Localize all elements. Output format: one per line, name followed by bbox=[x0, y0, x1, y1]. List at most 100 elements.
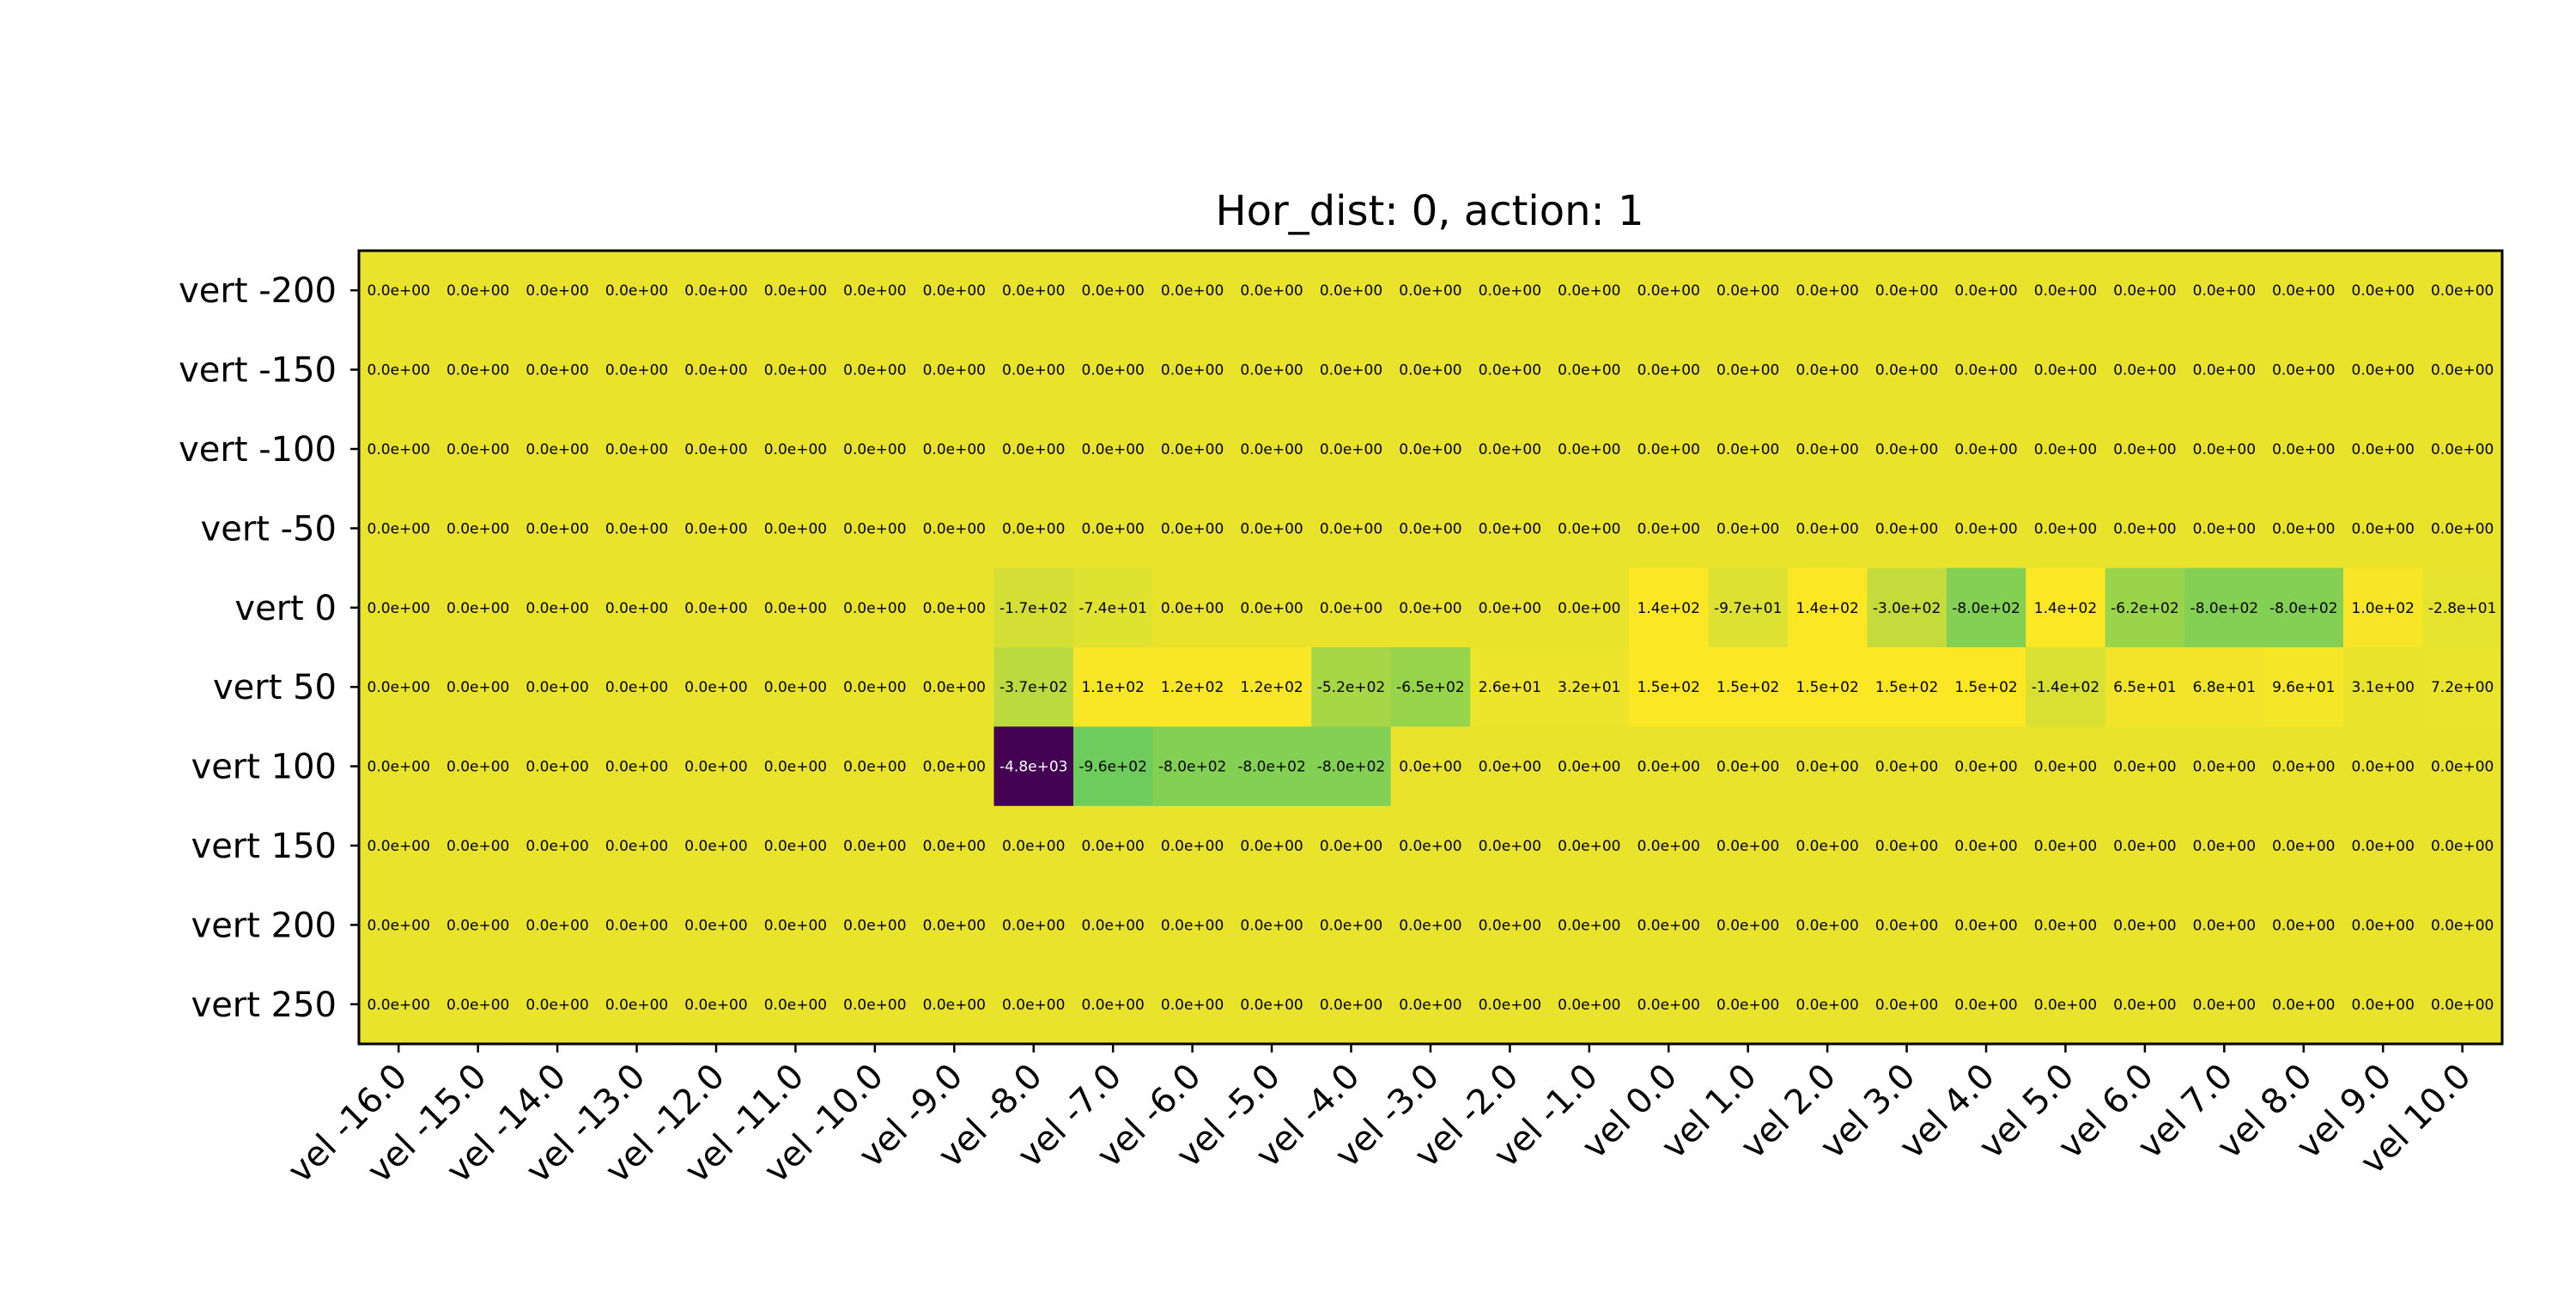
heatmap-cell bbox=[1708, 726, 1789, 807]
y-axis: vert -200 vert -150 vert -100 vert -50 vert … bbox=[179, 271, 359, 1025]
cell-value-label: 0.0e+00 bbox=[843, 759, 906, 776]
cell-value-label: 0.0e+00 bbox=[2431, 997, 2494, 1014]
heatmap-cell bbox=[1072, 330, 1153, 410]
cell-value-label: 0.0e+00 bbox=[1875, 282, 1938, 300]
heatmap-cell bbox=[676, 330, 756, 410]
heatmap-cell bbox=[993, 726, 1074, 807]
heatmap-cell bbox=[1549, 647, 1630, 727]
heatmap-cell bbox=[1072, 488, 1153, 569]
cell-value-label: 0.0e+00 bbox=[1479, 362, 1541, 379]
cell-value-label: 0.0e+00 bbox=[526, 520, 588, 537]
heatmap-cell bbox=[1152, 567, 1233, 648]
heatmap-cell bbox=[1787, 409, 1868, 489]
heatmap-cell bbox=[1072, 964, 1153, 1045]
heatmap-cell bbox=[1867, 330, 1947, 410]
heatmap-cell bbox=[2343, 567, 2424, 648]
heatmap-cell bbox=[1311, 805, 1392, 886]
cell-value-label: 0.0e+00 bbox=[1558, 441, 1620, 458]
cell-value-label: 0.0e+00 bbox=[684, 600, 747, 617]
cell-value-label: -1.7e+02 bbox=[999, 600, 1068, 617]
heatmap-cell bbox=[2343, 805, 2424, 886]
heatmap-cell bbox=[2105, 251, 2185, 331]
cell-value-label: 0.0e+00 bbox=[923, 838, 986, 855]
heatmap-cell bbox=[1549, 251, 1630, 331]
cell-value-label: 0.0e+00 bbox=[764, 997, 827, 1014]
heatmap-cell bbox=[1231, 726, 1312, 807]
heatmap-cell bbox=[2343, 964, 2424, 1045]
cell-value-label: 0.0e+00 bbox=[1954, 838, 2017, 855]
heatmap-cell bbox=[1549, 726, 1630, 807]
cell-value-label: 0.0e+00 bbox=[1954, 362, 2017, 379]
heatmap-cell bbox=[756, 805, 836, 886]
cell-value-label: 0.0e+00 bbox=[1161, 600, 1224, 617]
cell-value-label: 0.0e+00 bbox=[1558, 917, 1620, 934]
cell-value-label: 0.0e+00 bbox=[2431, 917, 2494, 934]
heatmap-cell bbox=[1549, 567, 1630, 648]
cell-value-label: 0.0e+00 bbox=[923, 600, 986, 617]
heatmap-cell bbox=[756, 647, 836, 727]
heatmap-cell bbox=[835, 805, 915, 886]
heatmap-cell bbox=[1311, 567, 1392, 648]
heatmap-cell bbox=[676, 805, 756, 886]
cell-value-label: 0.0e+00 bbox=[2352, 441, 2415, 458]
cell-value-label: 0.0e+00 bbox=[2193, 441, 2256, 458]
cell-value-label: 0.0e+00 bbox=[1399, 838, 1461, 855]
cell-value-label: 1.2e+02 bbox=[1240, 679, 1303, 696]
cell-value-label: 0.0e+00 bbox=[1081, 917, 1144, 934]
cell-value-label: 0.0e+00 bbox=[605, 759, 668, 776]
heatmap-cell bbox=[756, 964, 836, 1045]
cell-value-label: 0.0e+00 bbox=[843, 441, 906, 458]
heatmap-cell bbox=[1311, 647, 1392, 727]
heatmap-cell bbox=[993, 251, 1074, 331]
heatmap-cell bbox=[1946, 409, 2026, 489]
cell-value-label: 0.0e+00 bbox=[684, 838, 747, 855]
cell-value-label: 2.6e+01 bbox=[1479, 679, 1541, 696]
cell-value-label: 0.0e+00 bbox=[2034, 362, 2097, 379]
heatmap-cell bbox=[1152, 885, 1233, 966]
heatmap-cell bbox=[1946, 251, 2026, 331]
heatmap-cell bbox=[1152, 964, 1233, 1045]
cell-value-label: 0.0e+00 bbox=[1240, 997, 1303, 1014]
cell-value-label: -8.0e+02 bbox=[2269, 600, 2338, 617]
cell-value-label: 0.0e+00 bbox=[1558, 759, 1620, 776]
heatmap-cell bbox=[2026, 885, 2106, 966]
cell-value-label: -3.0e+02 bbox=[1873, 600, 1941, 617]
cell-value-label: 1.5e+02 bbox=[1637, 679, 1700, 696]
chart-title: Hor_dist: 0, action: 1 bbox=[1215, 187, 1643, 235]
heatmap-cell bbox=[2026, 726, 2106, 807]
cell-value-label: 0.0e+00 bbox=[684, 997, 747, 1014]
cell-value-label: 0.0e+00 bbox=[1240, 838, 1303, 855]
heatmap-cell bbox=[517, 567, 598, 648]
heatmap-cell bbox=[2422, 726, 2503, 807]
cell-value-label: 0.0e+00 bbox=[1479, 600, 1541, 617]
cell-value-label: 0.0e+00 bbox=[923, 441, 986, 458]
cell-value-label: 0.0e+00 bbox=[1081, 282, 1144, 300]
y-tick-label: vert 100 bbox=[191, 748, 337, 787]
cell-value-label: 0.0e+00 bbox=[1399, 759, 1461, 776]
heatmap-cell bbox=[1470, 567, 1551, 648]
cell-value-label: 0.0e+00 bbox=[1240, 917, 1303, 934]
heatmap-cell bbox=[676, 647, 756, 727]
heatmap-cell bbox=[2422, 488, 2503, 569]
heatmap-cell bbox=[438, 567, 519, 648]
heatmap-cell bbox=[1708, 488, 1789, 569]
heatmap-cell-labels: 0.0e+00 0.0e+00 0.0e+00 0.0e+00 0.0e+00 0.0e+… bbox=[368, 282, 2497, 1014]
heatmap-cell bbox=[1072, 409, 1153, 489]
cell-value-label: 0.0e+00 bbox=[2272, 759, 2335, 776]
cell-value-label: 0.0e+00 bbox=[764, 441, 827, 458]
cell-value-label: 0.0e+00 bbox=[2193, 282, 2256, 300]
heatmap-cell bbox=[1390, 409, 1471, 489]
heatmap-cell bbox=[2263, 567, 2344, 648]
cell-value-label: 0.0e+00 bbox=[1002, 997, 1065, 1014]
heatmap-cell bbox=[1708, 567, 1789, 648]
heatmap-cell bbox=[1311, 726, 1392, 807]
cell-value-label: -6.5e+02 bbox=[1396, 679, 1465, 696]
heatmap-cell bbox=[1390, 330, 1471, 410]
heatmap-cell bbox=[438, 805, 519, 886]
heatmap-cell bbox=[2263, 885, 2344, 966]
heatmap-cell bbox=[835, 567, 915, 648]
heatmap-cell bbox=[1549, 805, 1630, 886]
cell-value-label: 0.0e+00 bbox=[447, 282, 509, 300]
cell-value-label: 0.0e+00 bbox=[684, 679, 747, 696]
cell-value-label: 0.0e+00 bbox=[2352, 282, 2415, 300]
